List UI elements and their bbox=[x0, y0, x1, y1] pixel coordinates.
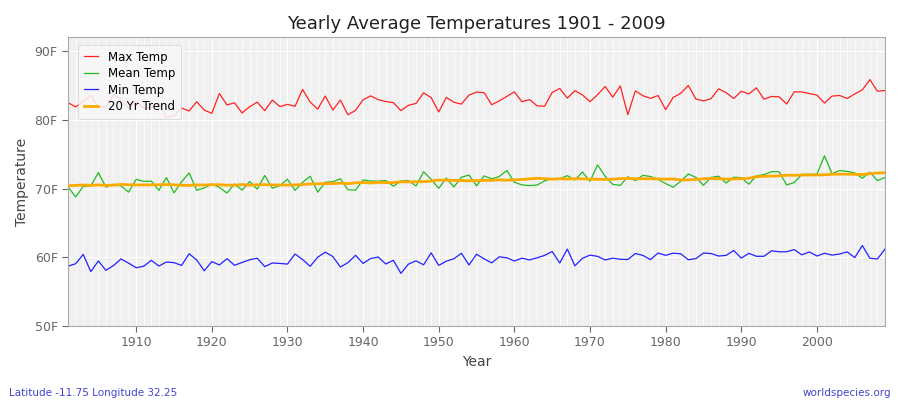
X-axis label: Year: Year bbox=[462, 355, 491, 369]
Y-axis label: Temperature: Temperature bbox=[15, 138, 29, 226]
Mean Temp bbox=[509, 180, 520, 185]
20 Yr Trend bbox=[290, 182, 301, 187]
Text: worldspecies.org: worldspecies.org bbox=[803, 388, 891, 398]
Max Temp bbox=[343, 112, 354, 117]
Mean Temp bbox=[70, 194, 81, 199]
Min Temp bbox=[63, 264, 74, 268]
20 Yr Trend bbox=[63, 183, 74, 188]
Max Temp bbox=[865, 77, 876, 82]
20 Yr Trend bbox=[879, 170, 890, 175]
20 Yr Trend bbox=[599, 177, 610, 182]
Min Temp bbox=[123, 261, 134, 266]
Mean Temp bbox=[130, 177, 141, 182]
20 Yr Trend bbox=[509, 178, 520, 182]
Min Temp bbox=[857, 243, 868, 248]
Line: Mean Temp: Mean Temp bbox=[68, 156, 885, 197]
Mean Temp bbox=[343, 187, 354, 192]
Min Temp bbox=[395, 271, 406, 276]
Mean Temp bbox=[63, 184, 74, 189]
Max Temp bbox=[879, 88, 890, 93]
20 Yr Trend bbox=[501, 178, 512, 183]
Line: Min Temp: Min Temp bbox=[68, 246, 885, 273]
Mean Temp bbox=[819, 153, 830, 158]
Legend: Max Temp, Mean Temp, Min Temp, 20 Yr Trend: Max Temp, Mean Temp, Min Temp, 20 Yr Tre… bbox=[78, 45, 181, 119]
Min Temp bbox=[290, 252, 301, 256]
20 Yr Trend bbox=[335, 181, 346, 186]
Max Temp bbox=[517, 99, 527, 104]
Max Temp bbox=[161, 115, 172, 120]
Min Temp bbox=[335, 264, 346, 269]
Mean Temp bbox=[608, 182, 618, 187]
Max Temp bbox=[297, 87, 308, 92]
Min Temp bbox=[509, 259, 520, 264]
Min Temp bbox=[517, 256, 527, 260]
Max Temp bbox=[123, 106, 134, 111]
Max Temp bbox=[63, 100, 74, 105]
Line: Max Temp: Max Temp bbox=[68, 80, 885, 118]
Title: Yearly Average Temperatures 1901 - 2009: Yearly Average Temperatures 1901 - 2009 bbox=[287, 15, 666, 33]
Mean Temp bbox=[879, 175, 890, 180]
Max Temp bbox=[608, 95, 618, 100]
Max Temp bbox=[509, 90, 520, 94]
Mean Temp bbox=[517, 182, 527, 187]
Mean Temp bbox=[297, 180, 308, 185]
Line: 20 Yr Trend: 20 Yr Trend bbox=[68, 173, 885, 186]
Min Temp bbox=[608, 256, 618, 260]
Min Temp bbox=[879, 247, 890, 252]
Text: Latitude -11.75 Longitude 32.25: Latitude -11.75 Longitude 32.25 bbox=[9, 388, 177, 398]
20 Yr Trend bbox=[123, 182, 134, 187]
